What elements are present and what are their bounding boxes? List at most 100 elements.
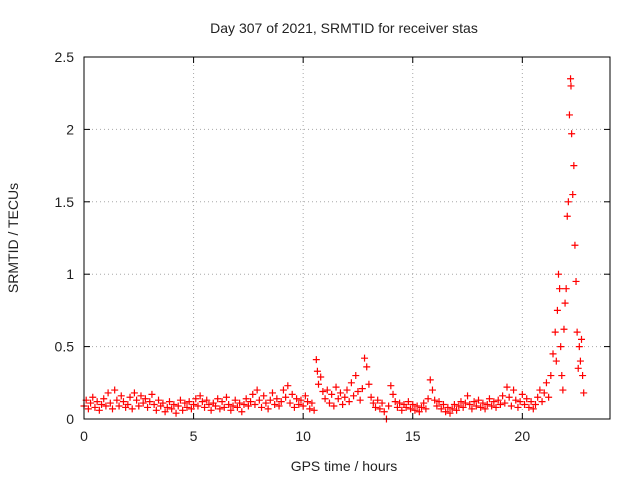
data-point <box>472 402 480 410</box>
data-point <box>233 403 241 411</box>
data-point <box>222 393 230 401</box>
data-point <box>488 402 496 410</box>
data-point <box>306 405 314 413</box>
data-point <box>572 277 580 285</box>
data-point <box>165 398 173 406</box>
data-point <box>540 389 548 397</box>
x-tick-label: 20 <box>515 428 531 444</box>
data-point <box>431 396 439 404</box>
data-point <box>106 399 114 407</box>
data-point <box>564 198 572 206</box>
data-point <box>170 401 178 409</box>
data-point <box>466 401 474 409</box>
data-point <box>446 409 454 417</box>
data-point <box>437 405 445 413</box>
data-point <box>358 385 366 393</box>
data-point <box>422 405 430 413</box>
data-point <box>240 401 248 409</box>
data-point <box>347 379 355 387</box>
data-point <box>418 403 426 411</box>
data-point <box>330 402 338 410</box>
data-point <box>496 401 504 409</box>
data-point <box>111 386 119 394</box>
data-point <box>426 376 434 384</box>
data-point <box>242 395 250 403</box>
chart-title: Day 307 of 2021, SRMTID for receiver sta… <box>210 20 478 36</box>
data-point <box>279 386 287 394</box>
data-point <box>220 403 228 411</box>
data-point <box>290 403 298 411</box>
y-tick-label: 2 <box>66 121 74 137</box>
data-point <box>499 392 507 400</box>
data-point <box>286 399 294 407</box>
data-point <box>457 398 465 406</box>
data-point <box>308 399 316 407</box>
data-point <box>212 402 219 410</box>
data-point <box>218 398 226 406</box>
data-point <box>553 306 561 314</box>
data-point <box>521 401 529 409</box>
data-point <box>229 402 237 410</box>
data-point <box>163 403 171 411</box>
data-point <box>352 372 360 380</box>
data-point <box>552 357 560 365</box>
data-point <box>415 408 423 416</box>
data-point <box>571 241 579 249</box>
data-point <box>205 401 213 409</box>
data-point <box>284 382 292 390</box>
data-point <box>231 396 239 404</box>
data-point <box>295 401 303 409</box>
data-point <box>299 402 307 410</box>
data-point <box>313 367 321 375</box>
data-point <box>262 399 270 407</box>
data-point <box>534 393 542 401</box>
data-point <box>444 403 452 411</box>
data-point <box>341 393 349 401</box>
data-point <box>339 401 347 409</box>
data-point <box>494 396 502 404</box>
data-point <box>172 409 180 417</box>
data-point <box>523 395 531 403</box>
data-point <box>181 399 189 407</box>
data-point <box>271 401 279 409</box>
data-point <box>317 373 325 381</box>
data-point <box>192 395 200 403</box>
data-point <box>461 399 469 407</box>
data-point <box>459 403 467 411</box>
data-point <box>501 399 509 407</box>
data-point <box>89 393 97 401</box>
data-point <box>411 406 419 414</box>
x-tick-label: 10 <box>295 428 311 444</box>
data-point <box>91 403 99 411</box>
data-point <box>150 401 158 409</box>
data-point <box>569 191 577 199</box>
data-point <box>312 356 320 364</box>
data-point <box>247 398 255 406</box>
data-point <box>568 130 576 138</box>
data-point <box>477 403 485 411</box>
data-point <box>84 405 92 413</box>
data-point <box>448 405 456 413</box>
data-point <box>266 396 274 404</box>
x-tick-label: 15 <box>405 428 421 444</box>
data-point <box>361 354 369 362</box>
data-point <box>389 390 397 398</box>
data-point <box>402 403 410 411</box>
data-point <box>563 212 571 220</box>
data-point <box>576 357 584 365</box>
data-point <box>115 402 123 410</box>
data-point <box>420 399 428 407</box>
data-point <box>141 395 149 403</box>
data-point <box>450 401 458 409</box>
data-point <box>483 401 491 409</box>
data-point <box>547 372 555 380</box>
data-point <box>168 405 176 413</box>
data-point <box>227 406 235 414</box>
data-point <box>453 406 461 414</box>
data-point <box>531 401 539 409</box>
data-point <box>376 405 384 413</box>
data-point <box>332 383 340 391</box>
data-point <box>187 405 195 413</box>
data-point <box>253 386 261 394</box>
